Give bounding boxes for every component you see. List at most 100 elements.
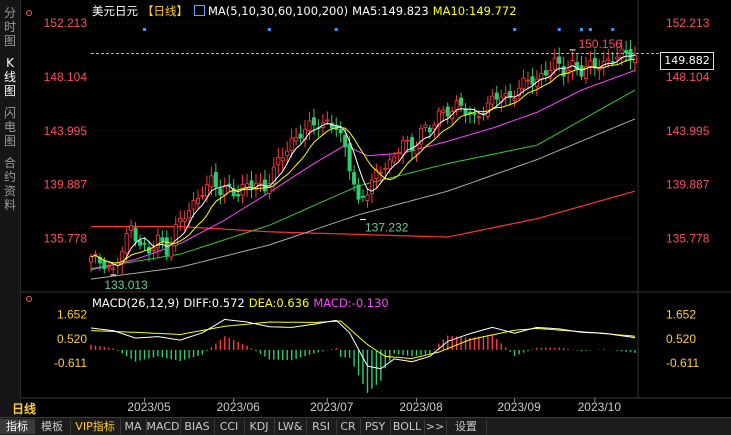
toolbar-item-7[interactable]: KDJ	[244, 419, 275, 434]
candle-body	[432, 124, 437, 130]
candle-body	[369, 179, 374, 195]
candle-body	[454, 99, 459, 112]
candle-body	[325, 119, 330, 122]
toolbar-item-1[interactable]: 模板	[34, 419, 71, 434]
macd-title: MACD(26,12,9)	[92, 296, 180, 310]
candle-body	[196, 198, 201, 205]
candle-body	[459, 97, 464, 106]
candle-body	[124, 233, 129, 254]
diff-line	[90, 318, 636, 370]
toolbar-item-9[interactable]: RSI	[306, 419, 337, 434]
annotation-high: 150.156	[579, 37, 623, 51]
toolbar-item-10[interactable]: CR	[336, 419, 361, 434]
candle-body	[378, 171, 383, 174]
candle-body	[610, 61, 615, 64]
candle-body	[539, 73, 544, 81]
candle-body	[490, 95, 495, 105]
macd-ytick-right-2: -0.611	[666, 356, 699, 370]
candle-body	[129, 224, 134, 231]
macd-diff: DIFF:0.572	[183, 296, 245, 310]
candle-body	[423, 124, 428, 128]
candle-body	[169, 244, 174, 258]
annotation-low-2: 133.013	[104, 278, 148, 292]
ma5-line	[90, 54, 636, 267]
toolbar-item-4[interactable]: MACD	[146, 419, 181, 434]
candle-body	[427, 127, 432, 133]
chart-area[interactable]: 152.213 152.213 148.104 148.104 143.995 143.9…	[21, 0, 731, 416]
candle-body	[294, 136, 299, 142]
toolbar-item-8[interactable]: LW&	[274, 419, 307, 434]
xtick-2: 2023/07	[310, 400, 354, 414]
macd-legend: MACD(26,12,9) DIFF:0.572 DEA:0.636 MACD:-0.…	[92, 296, 393, 310]
candle-body	[624, 50, 629, 54]
toolbar-item-13[interactable]: >>	[424, 419, 447, 434]
candle-body	[365, 194, 370, 201]
candle-body	[209, 175, 214, 188]
sidebar-tab-timeshare[interactable]: 分时图	[3, 6, 16, 48]
toolbar-item-14[interactable]: 设置	[446, 419, 487, 434]
candle-body	[472, 113, 477, 115]
candle-body	[512, 98, 517, 101]
legend-symbol: 美元日元	[92, 4, 138, 18]
candle-body	[360, 195, 365, 198]
toolbar-item-6[interactable]: CCI	[214, 419, 245, 434]
candle-body	[392, 156, 397, 163]
candle-body	[552, 57, 557, 70]
toolbar-item-0[interactable]: 指标	[0, 419, 35, 434]
signal-marker-3	[513, 28, 517, 31]
toolbar-item-5[interactable]: BIAS	[180, 419, 215, 434]
candle-body	[575, 62, 580, 70]
candle-body	[285, 150, 290, 157]
candle-body	[347, 143, 352, 172]
kline-chart[interactable]: 152.213 152.213 148.104 148.104 143.995 143.9…	[21, 0, 731, 416]
ytick-left-0: 152.213	[44, 16, 88, 30]
candle-body	[200, 194, 205, 197]
candle-body	[311, 117, 316, 126]
toolbar-item-2[interactable]: VIP指标	[70, 419, 121, 434]
candle-body	[249, 180, 254, 189]
candle-body	[503, 92, 508, 97]
toolbar-item-12[interactable]: BOLL	[390, 419, 425, 434]
xtick-5: 2023/10	[578, 400, 622, 414]
candle-body	[606, 58, 611, 62]
candle-body	[236, 193, 241, 197]
signal-marker-2	[334, 28, 338, 31]
sidebar-tab-flash-chart[interactable]: 闪电图	[3, 106, 16, 148]
candle-body	[182, 218, 187, 222]
annotation-low-1: 137.232	[365, 221, 409, 235]
candle-body	[410, 137, 415, 152]
candle-body	[374, 169, 379, 179]
candle-body	[289, 137, 294, 152]
candle-body	[418, 127, 423, 145]
sidebar-tab-contract-info[interactable]: 合约资料	[3, 156, 16, 212]
ytick-right-3: 139.887	[666, 178, 710, 192]
candle-body	[343, 134, 348, 148]
candle-body	[583, 66, 588, 79]
macd-pane-menu-icon	[26, 296, 32, 302]
candle-body	[102, 260, 107, 270]
toolbar-item-11[interactable]: PSY	[360, 419, 391, 434]
main-pane-menu-icon	[26, 10, 32, 16]
candle-body	[151, 247, 156, 252]
period-button[interactable]: 日线	[12, 402, 37, 416]
legend-settings-icon[interactable]	[194, 5, 205, 16]
candle-body	[138, 240, 143, 246]
candle-body	[191, 200, 196, 210]
signal-marker-1	[267, 28, 271, 31]
last-price-label: 149.882	[660, 52, 714, 70]
signal-marker-6	[588, 28, 592, 31]
xtick-4: 2023/09	[497, 400, 541, 414]
candle-body	[213, 172, 218, 188]
ytick-left-4: 135.778	[44, 232, 88, 246]
ytick-left-3: 139.887	[44, 178, 88, 192]
candle-body	[97, 256, 102, 264]
candle-body	[89, 256, 94, 263]
candle-body	[463, 108, 468, 115]
candle-body	[521, 77, 526, 89]
toolbar-item-3[interactable]: MA	[120, 419, 147, 434]
candle-body	[231, 188, 236, 197]
candle-body	[218, 188, 223, 196]
candle-body	[111, 267, 116, 270]
legend-ma5: MA5:149.823	[352, 4, 429, 18]
